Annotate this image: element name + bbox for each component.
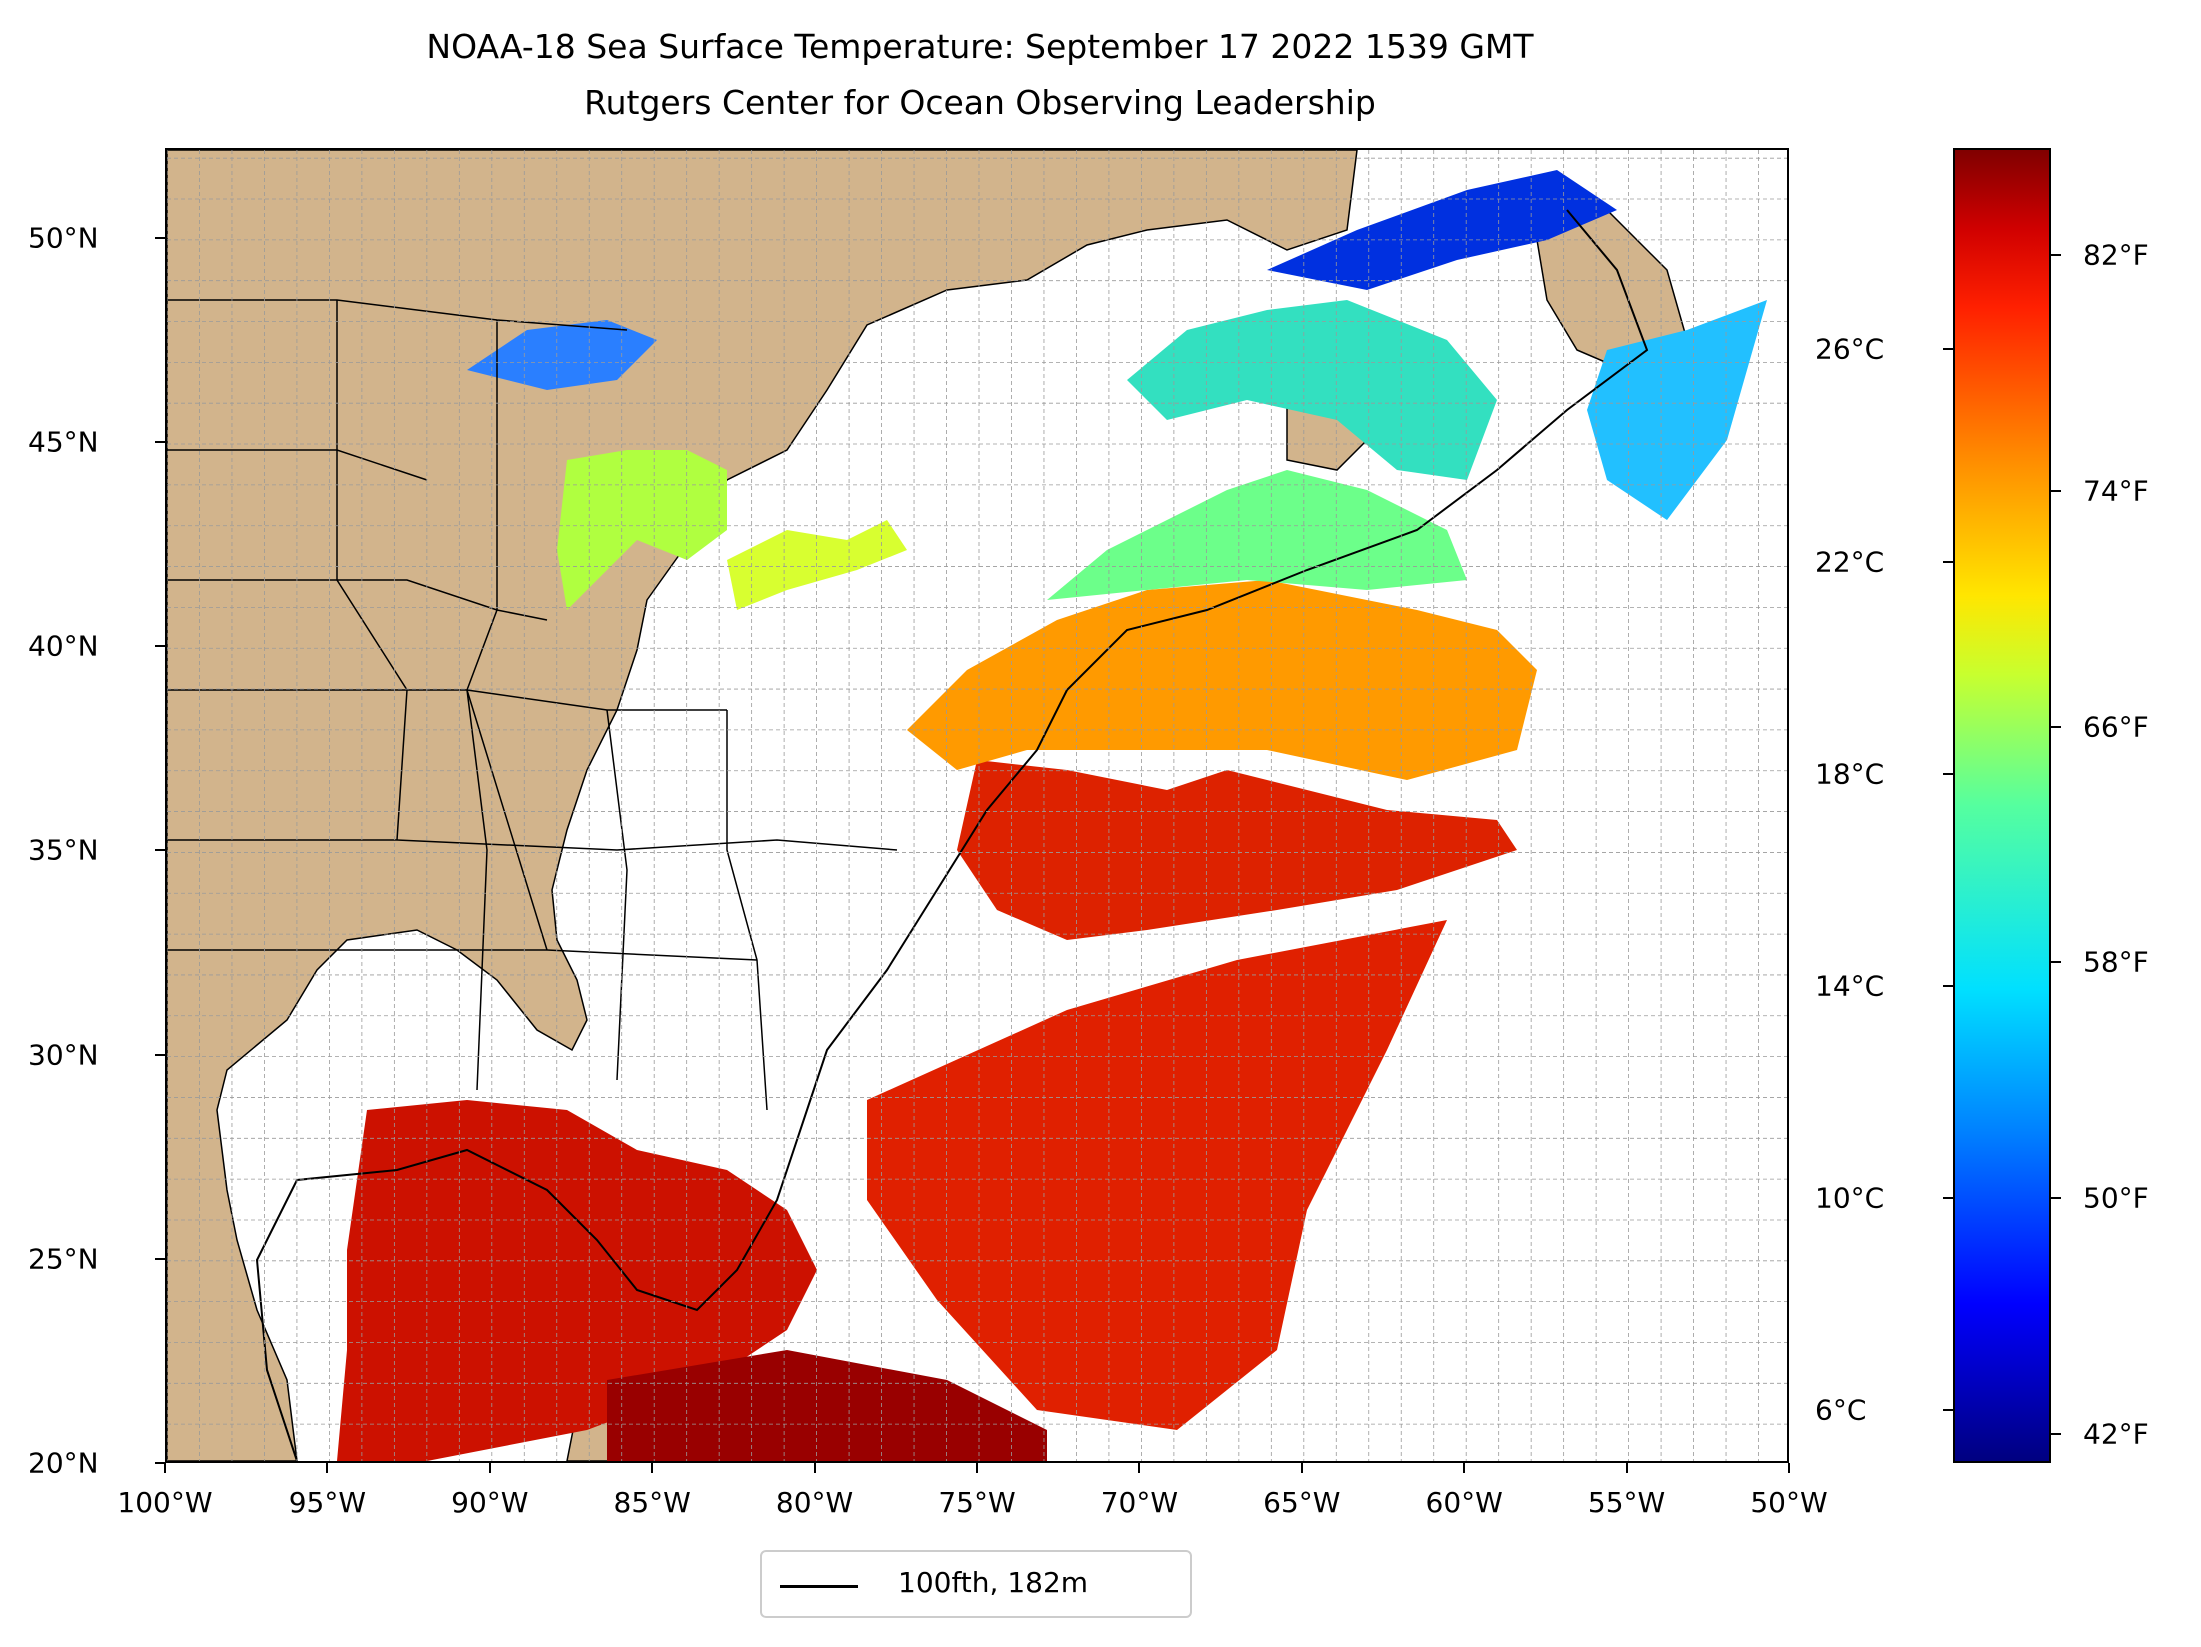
land-mass bbox=[167, 150, 1358, 1461]
x-tick-label: 100°W bbox=[117, 1486, 213, 1519]
y-tick-label: 25°N bbox=[28, 1242, 99, 1276]
x-tick-label: 80°W bbox=[775, 1486, 854, 1519]
colorbar-fahrenheit-label: 50°F bbox=[2083, 1181, 2149, 1215]
colorbar-fahrenheit-tick bbox=[2051, 961, 2061, 964]
colorbar-fahrenheit-label: 42°F bbox=[2083, 1417, 2149, 1451]
colorbar-celsius-label: 22°C bbox=[1815, 545, 1885, 579]
colorbar-celsius-tick bbox=[1943, 1196, 1953, 1199]
colorbar-fahrenheit-tick bbox=[2051, 1432, 2061, 1435]
sst-map bbox=[165, 148, 1789, 1463]
y-tick-mark bbox=[155, 1053, 165, 1056]
y-tick-label: 45°N bbox=[28, 425, 99, 459]
colorbar-fahrenheit-tick bbox=[2051, 254, 2061, 257]
colorbar-celsius-label: 14°C bbox=[1815, 969, 1885, 1003]
map-subtitle: Rutgers Center for Ocean Observing Leade… bbox=[584, 83, 1376, 122]
lake-superior bbox=[467, 320, 657, 390]
map-title: NOAA-18 Sea Surface Temperature: Septemb… bbox=[426, 27, 1534, 66]
x-tick-mark bbox=[1625, 1463, 1628, 1473]
lake-michigan-huron bbox=[557, 450, 727, 610]
x-tick-mark bbox=[164, 1463, 166, 1473]
y-tick-mark bbox=[155, 1257, 165, 1260]
x-tick-mark bbox=[326, 1463, 329, 1473]
x-tick-mark bbox=[1300, 1463, 1303, 1473]
colorbar-fahrenheit-label: 82°F bbox=[2083, 238, 2149, 272]
y-tick-label: 50°N bbox=[28, 221, 99, 255]
colorbar-celsius-label: 26°C bbox=[1815, 332, 1885, 366]
y-tick-mark bbox=[155, 441, 165, 444]
y-tick-label: 30°N bbox=[28, 1038, 99, 1072]
sst-atlantic-south bbox=[867, 920, 1447, 1430]
sst-gulf-of-maine bbox=[1047, 470, 1467, 600]
x-tick-label: 85°W bbox=[613, 1486, 691, 1519]
y-tick-mark bbox=[155, 645, 165, 648]
y-tick-mark bbox=[155, 849, 165, 852]
colorbar-celsius-tick bbox=[1943, 348, 1953, 351]
x-tick-label: 55°W bbox=[1587, 1486, 1666, 1519]
colorbar-celsius-tick bbox=[1943, 772, 1953, 775]
colorbar bbox=[1953, 148, 2051, 1463]
y-tick-mark bbox=[155, 1462, 165, 1464]
y-tick-label: 40°N bbox=[28, 629, 99, 663]
y-tick-label: 35°N bbox=[28, 833, 99, 867]
colorbar-celsius-tick bbox=[1943, 1408, 1953, 1411]
legend-line-swatch bbox=[780, 1585, 858, 1588]
legend: 100fth, 182m bbox=[760, 1550, 1192, 1618]
x-tick-label: 90°W bbox=[451, 1486, 529, 1519]
x-tick-mark bbox=[488, 1463, 491, 1473]
x-tick-mark bbox=[1788, 1463, 1790, 1473]
x-tick-mark bbox=[976, 1463, 978, 1473]
sst-labrador bbox=[1267, 170, 1617, 290]
sst-caribbean bbox=[607, 1350, 1047, 1461]
colorbar-celsius-label: 10°C bbox=[1815, 1181, 1885, 1215]
x-tick-label: 70°W bbox=[1100, 1486, 1179, 1519]
colorbar-fahrenheit-label: 74°F bbox=[2083, 474, 2149, 508]
map-gridlines bbox=[167, 150, 1787, 1461]
x-tick-label: 65°W bbox=[1263, 1486, 1341, 1519]
y-tick-mark bbox=[155, 236, 165, 239]
colorbar-fahrenheit-label: 58°F bbox=[2083, 945, 2149, 979]
x-tick-label: 50°W bbox=[1750, 1486, 1828, 1519]
x-tick-label: 60°W bbox=[1425, 1486, 1503, 1519]
x-tick-mark bbox=[1463, 1463, 1466, 1473]
sst-gulf-stream bbox=[957, 760, 1517, 940]
colorbar-fahrenheit-tick bbox=[2051, 725, 2061, 728]
x-tick-mark bbox=[813, 1463, 816, 1473]
political-borders bbox=[167, 299, 898, 1111]
x-tick-mark bbox=[651, 1463, 654, 1473]
colorbar-celsius-label: 18°C bbox=[1815, 757, 1885, 791]
sst-map-canvas bbox=[167, 150, 1787, 1461]
colorbar-celsius-tick bbox=[1943, 560, 1953, 563]
x-tick-mark bbox=[1138, 1463, 1141, 1473]
x-tick-label: 75°W bbox=[938, 1486, 1016, 1519]
y-tick-label: 20°N bbox=[28, 1446, 99, 1480]
lake-erie-ontario bbox=[727, 520, 907, 610]
colorbar-celsius-label: 6°C bbox=[1815, 1393, 1867, 1427]
colorbar-fahrenheit-label: 66°F bbox=[2083, 710, 2149, 744]
sst-newfoundland-shelf bbox=[1587, 300, 1767, 520]
colorbar-fahrenheit-tick bbox=[2051, 489, 2061, 492]
colorbar-fahrenheit-tick bbox=[2051, 1196, 2061, 1199]
isobath-100fth bbox=[255, 209, 1649, 1461]
sst-gulf-st-lawrence bbox=[1127, 300, 1497, 480]
x-tick-label: 95°W bbox=[288, 1486, 367, 1519]
colorbar-celsius-tick bbox=[1943, 984, 1953, 987]
legend-label: 100fth, 182m bbox=[898, 1566, 1089, 1599]
